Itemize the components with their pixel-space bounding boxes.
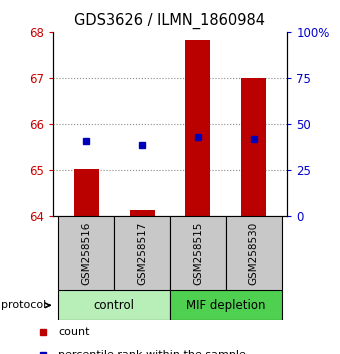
Text: GSM258515: GSM258515 bbox=[193, 221, 203, 285]
Text: protocol: protocol bbox=[1, 300, 50, 310]
Text: control: control bbox=[94, 299, 135, 312]
Bar bbox=[241, 78, 266, 216]
Bar bbox=[170, 216, 226, 290]
Text: GSM258516: GSM258516 bbox=[81, 221, 91, 285]
Bar bbox=[74, 169, 99, 216]
Bar bbox=[185, 40, 210, 216]
Bar bbox=[58, 290, 170, 320]
Bar bbox=[58, 216, 114, 290]
Text: count: count bbox=[58, 327, 90, 337]
Text: GSM258517: GSM258517 bbox=[137, 221, 147, 285]
Text: GSM258530: GSM258530 bbox=[249, 222, 259, 285]
Text: MIF depletion: MIF depletion bbox=[186, 299, 266, 312]
Text: percentile rank within the sample: percentile rank within the sample bbox=[58, 350, 246, 354]
Bar bbox=[130, 210, 155, 216]
Bar bbox=[114, 216, 170, 290]
Bar bbox=[226, 216, 282, 290]
Title: GDS3626 / ILMN_1860984: GDS3626 / ILMN_1860984 bbox=[74, 13, 266, 29]
Bar bbox=[170, 290, 282, 320]
